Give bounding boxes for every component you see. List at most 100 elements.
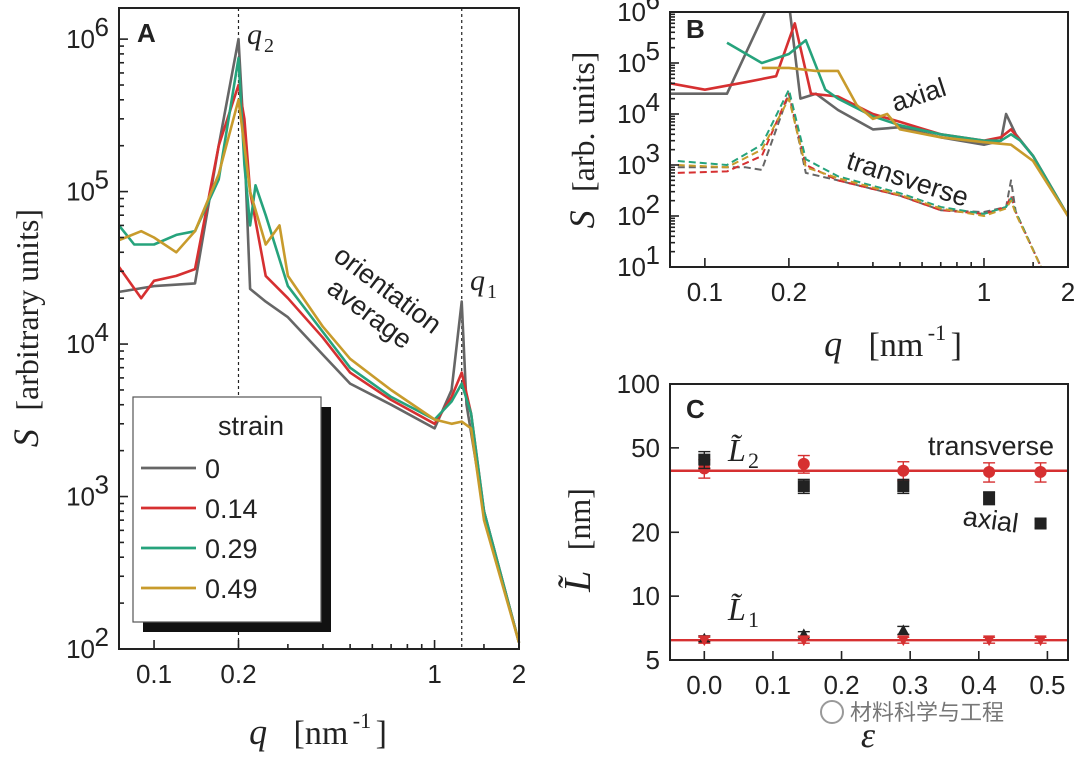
panel-b-ylabel-unit: [arb. units] [565, 52, 601, 192]
transverse-series-line [677, 88, 1042, 267]
panel-a-xlabel: q [nm -1 ] [249, 708, 387, 752]
data-point-square [797, 480, 810, 493]
x-tick-label: 0.4 [961, 670, 997, 700]
panel-b-xlabel-unit: [nm [869, 327, 924, 364]
panel-b-xlabel: q [nm -1 ] [824, 320, 962, 364]
transverse-series-line [677, 92, 1042, 267]
panel-a-ylabel-var: S [6, 429, 46, 447]
data-point-circle [797, 457, 810, 470]
panel-b-series [670, 12, 1068, 267]
legend-label: 0.29 [205, 534, 258, 564]
x-tick-label: 0.2 [823, 670, 859, 700]
panel-b-ylabel: S [arb. units] [562, 52, 602, 229]
panel-a-ylabel: S [arbitrary units] [6, 209, 46, 447]
panel-a-xlabel-close: ] [376, 715, 387, 752]
panel-c-letter: C [686, 394, 705, 424]
x-tick-label: 0.1 [136, 659, 172, 689]
y-tick-label: 50 [631, 433, 660, 463]
data-point-triangle-down [797, 635, 810, 647]
x-tick-label: 0.0 [686, 670, 722, 700]
series-line [118, 98, 521, 644]
panel-a-xlabel-text: q [nm -1 ] [249, 708, 387, 752]
axial-annotation-b: axial [888, 72, 950, 118]
panel-b-ylabel-text: S [arb. units] [562, 52, 602, 229]
panel-b-letter: B [686, 14, 705, 44]
l1-label-sub: 1 [748, 607, 759, 632]
axial-series-line [761, 66, 1068, 217]
panel-a-ylabel-text: S [arbitrary units] [6, 209, 46, 447]
axial-series-line [670, 12, 1068, 217]
watermark: 材料科学与工程 [820, 700, 1004, 726]
data-point-triangle-down [1034, 635, 1047, 647]
l2-label-sub: 2 [748, 448, 759, 473]
panel-a-xlabel-var: q [249, 712, 267, 752]
y-tick-label: 10 [631, 581, 660, 611]
watermark-text: 材料科学与工程 [850, 701, 1004, 726]
y-tick-label: 10 [617, 201, 646, 231]
y-tick-exponent: 5 [646, 36, 660, 66]
y-tick-label: 10 [66, 24, 95, 54]
y-tick-label: 10 [66, 177, 95, 207]
data-point-circle [983, 465, 996, 478]
y-tick-label: 5 [646, 645, 660, 675]
panel-a-xlabel-unit: [nm [294, 715, 349, 752]
panel-b-axes-frame [669, 11, 1069, 268]
panel-c-ylabel-unit: [nm] [561, 488, 597, 550]
y-tick-label: 20 [631, 517, 660, 547]
panel-b-xlabel-var: q [824, 324, 842, 364]
q2-label: q 2 [247, 18, 274, 57]
x-tick-label: 2 [1061, 277, 1075, 307]
y-tick-label: 10 [66, 634, 95, 664]
panel-b-xlabel-exp: -1 [928, 320, 946, 345]
panel-a-axes-frame [118, 7, 520, 650]
y-tick-label: 10 [617, 0, 646, 27]
data-point-circle [897, 464, 910, 477]
data-point-square [897, 480, 910, 493]
y-tick-label: 10 [66, 329, 95, 359]
x-tick-label: 0.2 [220, 659, 256, 689]
y-tick-exponent: 2 [646, 189, 660, 219]
panel-a-series [117, 8, 521, 649]
y-tick-exponent: 4 [646, 87, 660, 117]
series-line [117, 83, 521, 644]
panel-a-ylabel-unit: [arbitrary units] [9, 209, 45, 411]
panel-c: 0.0 0.1 0.2 0.3 0.4 0.5 5 10 20 50 100 C L̃ 2 L̃ 1… [557, 369, 1069, 755]
panel-c-axes-frame [669, 383, 1069, 661]
panel-c-ticks: 0.0 0.1 0.2 0.3 0.4 0.5 5 10 20 50 100 [617, 369, 1066, 700]
orientation-average-annotation: orientation average [322, 240, 447, 355]
q1-label-var: q [470, 264, 485, 297]
x-tick-label: 2 [512, 659, 526, 689]
transverse-series-line [677, 92, 1042, 267]
y-tick-label: 10 [617, 150, 646, 180]
legend-label: 0.14 [205, 494, 258, 524]
data-point-square [983, 492, 996, 505]
legend-label: 0 [205, 454, 220, 484]
panel-c-ylabel-text: L̃ [nm] [557, 488, 599, 593]
l2-label-var: L̃ [727, 432, 746, 468]
transverse-series-line [677, 97, 1042, 267]
panel-c-series [670, 450, 1068, 647]
data-point-triangle-up [897, 624, 910, 636]
y-tick-label: 10 [617, 99, 646, 129]
legend-label: 0.49 [205, 574, 258, 604]
legend-title: strain [218, 411, 284, 441]
y-tick-label: 100 [617, 369, 660, 399]
panel-c-ylabel: L̃ [nm] [557, 488, 599, 593]
q1-label-sub: 1 [487, 281, 497, 303]
data-point-circle [1034, 465, 1047, 478]
legend: strain 0 0.14 0.29 0.49 [132, 396, 331, 632]
l1-label-var: L̃ [727, 591, 746, 627]
axial-series-line [726, 38, 1068, 217]
series-line [117, 56, 521, 644]
panel-a-xlabel-exp: -1 [353, 708, 371, 733]
y-tick-label: 10 [617, 252, 646, 282]
transverse-annotation-b: transverse [843, 145, 972, 212]
x-tick-label: 0.1 [755, 670, 791, 700]
axial-series-line [670, 22, 1068, 217]
y-tick-exponent: 6 [95, 12, 109, 42]
y-tick-exponent: 3 [646, 138, 660, 168]
data-point-triangle-down [983, 635, 996, 647]
